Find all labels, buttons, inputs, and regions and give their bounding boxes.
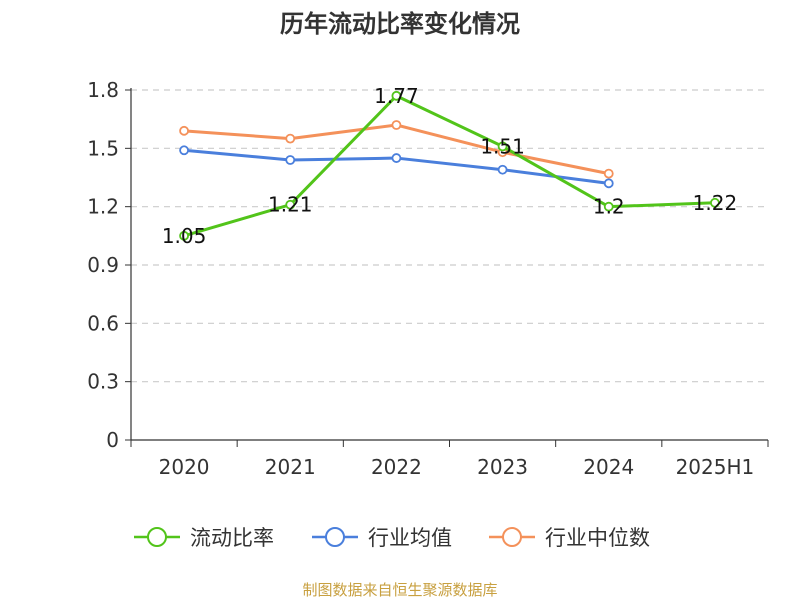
grid-lines [131,89,768,383]
y-tick-label: 0 [106,428,119,452]
x-tick-label: 2022 [371,455,422,479]
y-tick-label: 1.8 [87,78,119,102]
x-tick-label: 2024 [583,455,634,479]
chart-title: 历年流动比率变化情况 [280,10,520,38]
y-tick-label: 1.2 [87,195,119,219]
data-label: 1.21 [268,193,313,217]
y-tick-label: 0.6 [87,311,119,335]
x-axis-ticks: 2020 2021 2022 2023 2024 2025H1 [130,440,769,479]
data-labels: 1.05 1.21 1.77 1.51 1.2 1.22 [162,84,737,248]
data-point [391,153,402,163]
data-point [710,197,720,208]
x-tick-label: 2025H1 [676,455,755,479]
x-tick-label: 2020 [159,455,210,479]
data-label: 1.05 [162,224,207,248]
legend-item-2[interactable]: 行业中位数 [489,526,650,550]
data-point [179,125,189,136]
x-tick-label: 2021 [265,455,316,479]
y-tick-label: 1.5 [87,136,119,160]
series-line-2 [183,123,610,176]
data-label: 1.2 [593,195,625,219]
x-tick-label: 2023 [477,455,528,479]
data-point [391,120,402,130]
data-point [285,155,296,165]
data-point [603,201,614,212]
y-tick-label: 0.9 [87,253,119,277]
y-tick-label: 0.3 [87,370,119,394]
data-point [603,168,614,179]
legend-marker [147,527,167,547]
data-point [391,90,402,101]
legend-label: 流动比率 [190,526,274,550]
series-line-0 [183,94,715,238]
legend[interactable]: 流动比率 行业均值 行业中位数 [134,526,650,550]
y-axis-ticks: 0 0.3 0.6 0.9 1.2 1.5 1.8 [87,78,131,452]
legend-label: 行业中位数 [545,526,650,550]
data-point [603,178,614,189]
legend-marker [502,527,522,547]
data-point [179,230,189,241]
data-point [179,145,189,156]
data-point [285,199,296,210]
legend-label: 行业均值 [368,526,452,550]
legend-item-1[interactable]: 行业均值 [312,526,452,550]
data-point [497,141,508,152]
data-label: 1.77 [374,84,419,108]
series-layer [179,90,720,241]
legend-item-0[interactable]: 流动比率 [134,526,274,550]
data-label: 1.22 [693,191,738,215]
legend-marker [325,527,345,547]
source-note: 制图数据来自恒生聚源数据库 [302,581,497,599]
axes [130,88,768,441]
data-label: 1.51 [480,134,525,158]
data-point [497,164,508,175]
data-point [285,133,296,144]
